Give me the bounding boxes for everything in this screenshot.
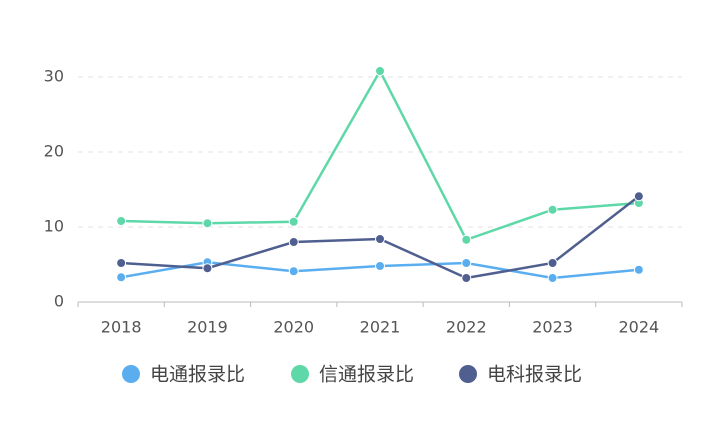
series-line <box>121 68 639 242</box>
legend-label: 信通报录比 <box>319 364 414 386</box>
legend-label: 电通报录比 <box>150 364 245 386</box>
x-tick-label: 2024 <box>618 318 659 337</box>
point <box>116 272 127 283</box>
legend-item: 电通报录比 <box>122 364 245 386</box>
point <box>461 273 472 283</box>
point <box>116 258 127 268</box>
x-tick-label: 2020 <box>273 318 314 337</box>
point <box>375 234 385 244</box>
x-tick-label: 2019 <box>187 318 228 337</box>
point <box>633 264 644 275</box>
legend-item: 电科报录比 <box>459 364 582 386</box>
y-tick-label: 10 <box>44 217 64 236</box>
point <box>461 258 472 268</box>
point <box>288 216 299 227</box>
point <box>288 266 299 277</box>
x-tick-label: 2021 <box>360 318 401 337</box>
point <box>202 263 213 274</box>
legend-marker <box>122 365 140 383</box>
point <box>288 237 299 247</box>
legend-marker <box>291 365 309 383</box>
point <box>461 234 472 245</box>
point <box>375 66 385 76</box>
point <box>116 216 127 226</box>
x-tick-label: 2018 <box>101 318 142 337</box>
x-tick-label: 2023 <box>532 318 573 337</box>
legend-item: 信通报录比 <box>291 364 414 386</box>
point <box>547 204 558 215</box>
y-tick-label: 20 <box>44 142 64 161</box>
y-tick-label: 0 <box>54 292 64 311</box>
point <box>547 273 558 283</box>
point <box>633 191 644 202</box>
legend-marker <box>459 365 477 383</box>
point <box>375 261 385 271</box>
point <box>547 258 558 268</box>
legend-label: 电科报录比 <box>487 364 582 386</box>
y-tick-label: 30 <box>44 67 64 86</box>
point <box>202 218 213 229</box>
x-tick-label: 2022 <box>446 318 487 337</box>
